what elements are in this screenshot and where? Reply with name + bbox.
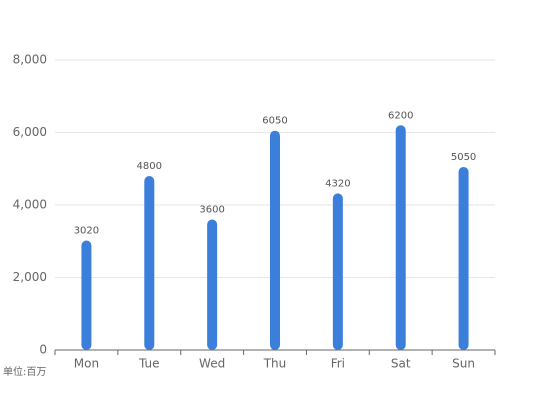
- bar: [270, 130, 280, 350]
- bar: [332, 193, 343, 350]
- x-tick-label: Thu: [263, 357, 287, 371]
- x-tick-label: Sat: [391, 357, 411, 371]
- data-label: 5050: [451, 152, 476, 163]
- bar: [458, 166, 469, 350]
- bar: [144, 176, 155, 350]
- y-tick-label: 8,000: [13, 53, 47, 67]
- data-label: 3600: [199, 205, 224, 216]
- data-label: 3020: [74, 226, 99, 237]
- data-label: 4800: [137, 161, 162, 172]
- x-tick-label: Mon: [74, 357, 99, 371]
- bar: [81, 240, 92, 350]
- data-label: 6050: [262, 116, 287, 127]
- x-tick-label: Wed: [199, 357, 225, 371]
- data-label: 6200: [388, 110, 413, 121]
- unit-label: 单位:百万: [3, 365, 46, 378]
- y-tick-label: 6,000: [13, 125, 47, 139]
- x-tick-label: Sun: [452, 357, 475, 371]
- x-tick-label: Fri: [331, 357, 345, 371]
- x-tick-label: Tue: [138, 357, 160, 371]
- bar: [395, 125, 406, 350]
- bar: [207, 219, 218, 350]
- y-tick-label: 2,000: [13, 270, 47, 284]
- y-tick-label: 0: [39, 343, 47, 357]
- data-label: 4320: [325, 178, 350, 189]
- y-tick-label: 4,000: [13, 198, 47, 212]
